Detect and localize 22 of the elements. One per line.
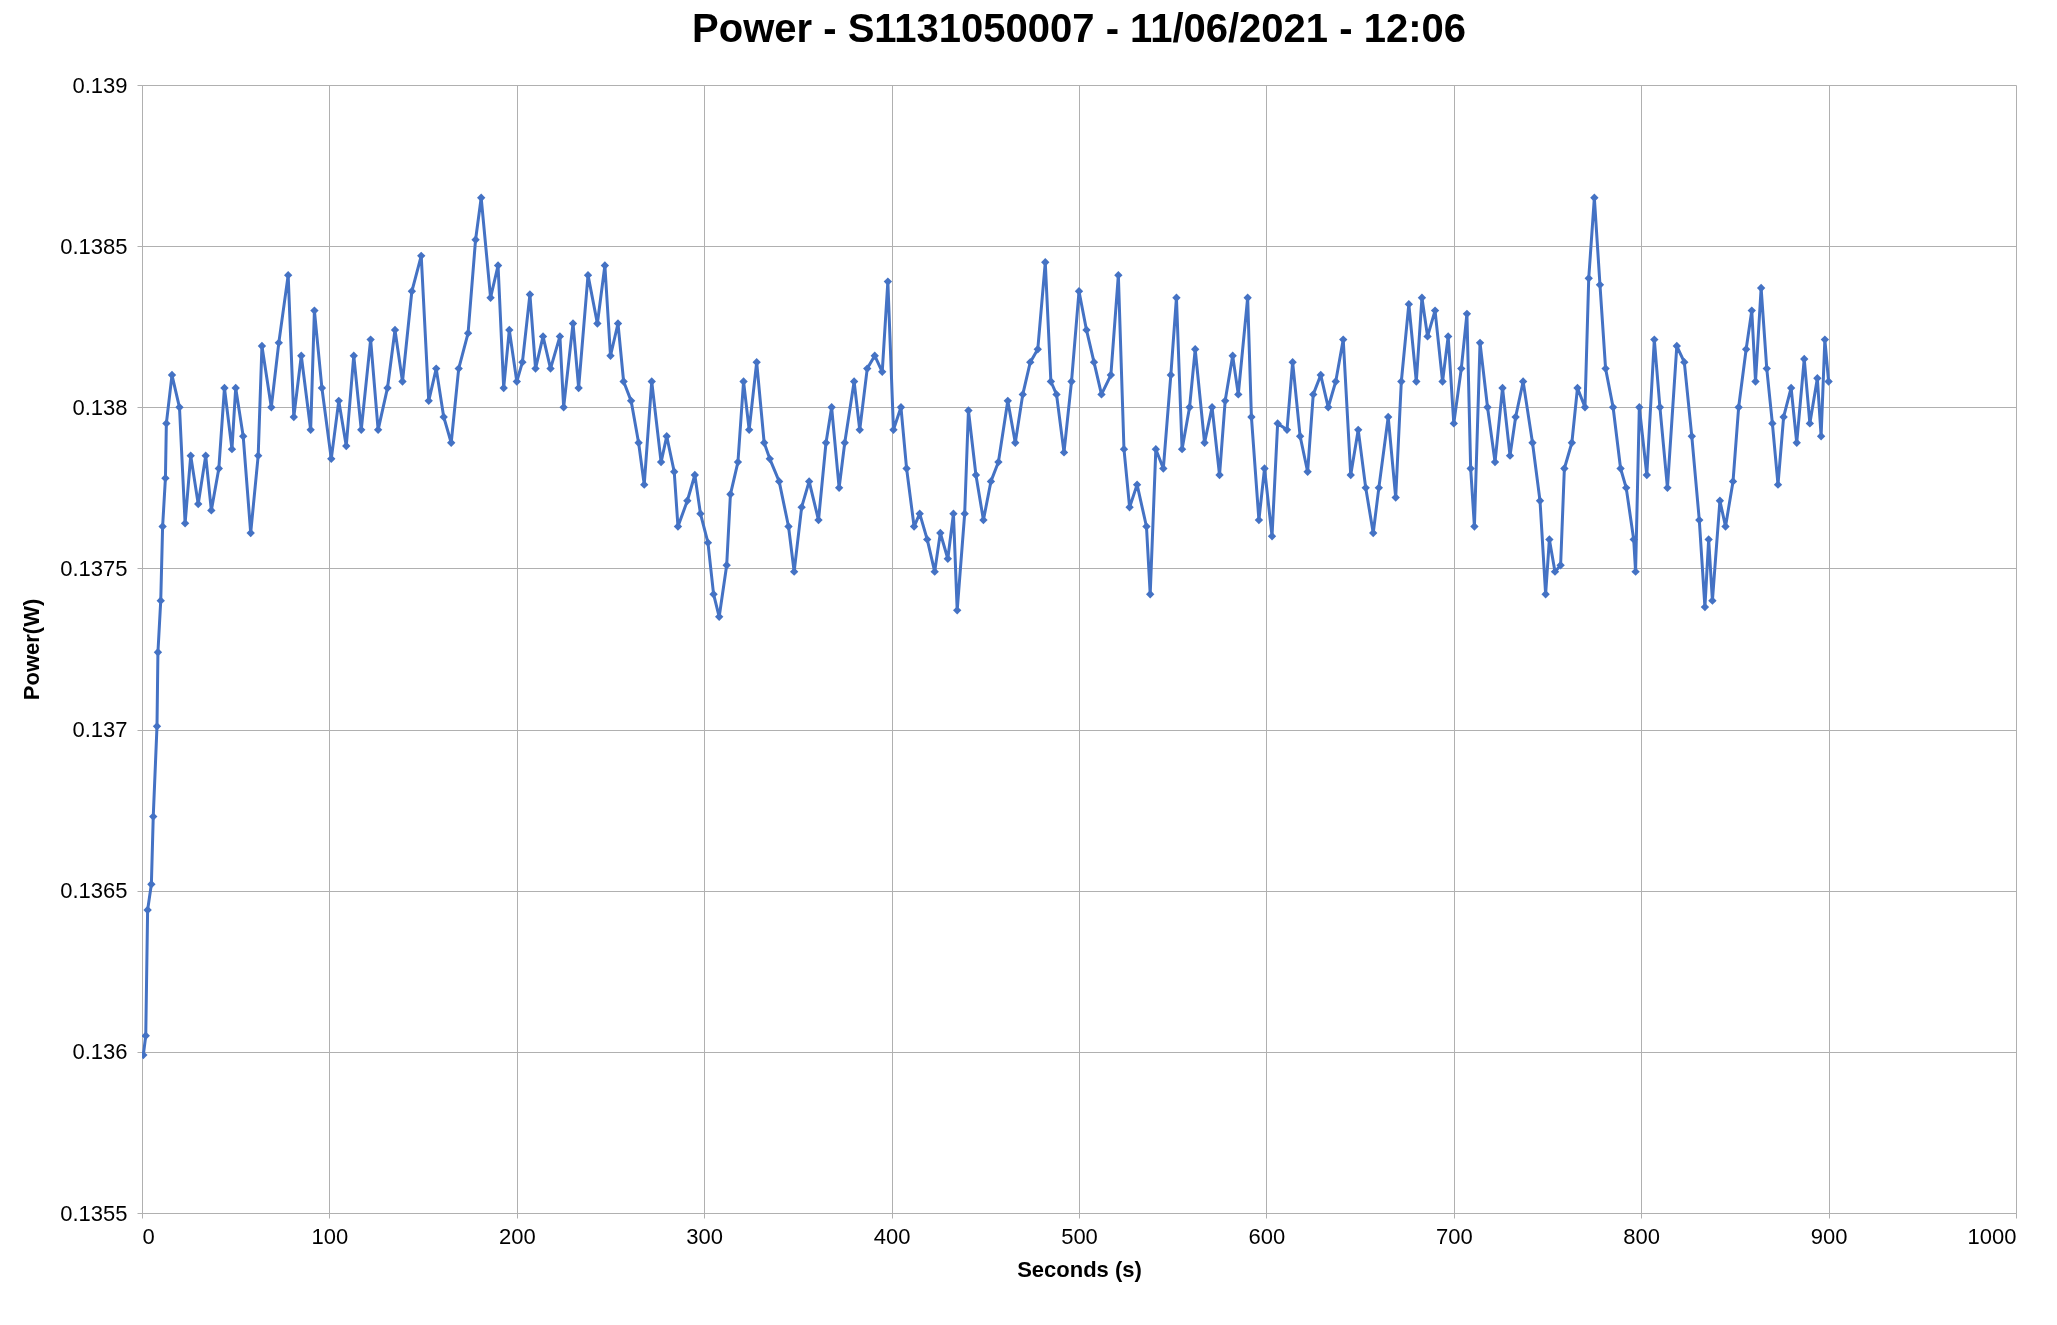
- y-tick-label: 0.1365: [60, 878, 128, 904]
- y-tick-label: 0.138: [72, 394, 128, 420]
- x-tick-label: 1000: [1967, 1223, 2017, 1249]
- x-tick-label: 800: [1623, 1223, 1661, 1249]
- x-tick-label: 300: [686, 1223, 724, 1249]
- x-tick-label: 700: [1435, 1223, 1473, 1249]
- chart-title: Power - S1131050007 - 11/06/2021 - 12:06: [692, 6, 1466, 50]
- x-tick-label: 900: [1810, 1223, 1848, 1249]
- y-tick-label: 0.139: [72, 72, 128, 98]
- y-tick-label: 0.1385: [60, 233, 128, 259]
- x-tick-label: 200: [498, 1223, 536, 1249]
- x-tick-label: 600: [1248, 1223, 1286, 1249]
- y-tick-label: 0.137: [72, 717, 128, 743]
- y-tick-label: 0.136: [72, 1039, 128, 1065]
- x-tick-label: 100: [311, 1223, 349, 1249]
- y-tick-label: 0.1355: [60, 1200, 128, 1226]
- x-tick-label: 400: [873, 1223, 911, 1249]
- y-tick-label: 0.1375: [60, 555, 128, 581]
- x-tick-label: 0: [142, 1223, 155, 1249]
- x-tick-label: 500: [1061, 1223, 1098, 1249]
- y-axis-title: Power(W): [19, 598, 45, 701]
- x-axis-title: Seconds (s): [1017, 1256, 1142, 1282]
